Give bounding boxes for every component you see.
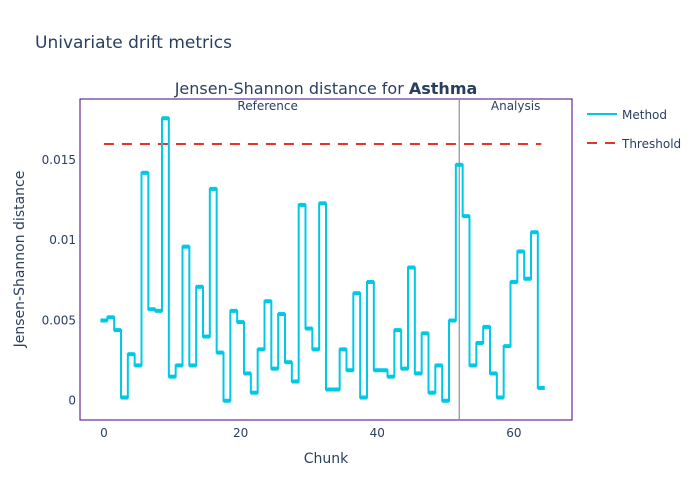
method-data-point[interactable] xyxy=(353,291,361,296)
legend: Method Threshold xyxy=(587,108,681,151)
y-tick-label: 0 xyxy=(68,394,76,408)
method-data-point[interactable] xyxy=(380,368,388,373)
method-data-point[interactable] xyxy=(524,276,532,281)
method-data-point[interactable] xyxy=(448,318,456,323)
method-data-point[interactable] xyxy=(189,363,197,368)
chart-title-prefix: Jensen-Shannon distance for xyxy=(174,79,409,98)
x-ticks: 0 20 40 60 xyxy=(100,426,521,440)
method-data-point[interactable] xyxy=(148,307,156,312)
y-tick-label: 0.015 xyxy=(42,153,76,167)
x-tick-label: 40 xyxy=(370,426,385,440)
method-data-point[interactable] xyxy=(407,265,415,270)
method-data-point[interactable] xyxy=(223,398,231,403)
figure-title: Univariate drift metrics xyxy=(35,33,232,53)
method-data-point[interactable] xyxy=(230,308,238,313)
method-data-point[interactable] xyxy=(298,202,306,207)
method-data-point[interactable] xyxy=(237,320,245,325)
y-tick-label: 0.005 xyxy=(42,313,76,327)
method-data-point[interactable] xyxy=(414,371,422,376)
reference-period-label: Reference xyxy=(237,99,297,113)
method-data-point[interactable] xyxy=(312,347,320,352)
method-data-point[interactable] xyxy=(278,312,286,317)
method-data-point[interactable] xyxy=(373,368,381,373)
method-data-point[interactable] xyxy=(428,390,436,395)
method-data-point[interactable] xyxy=(469,363,477,368)
method-data-point[interactable] xyxy=(250,390,258,395)
method-data-point[interactable] xyxy=(120,395,128,400)
method-data-point[interactable] xyxy=(209,186,217,191)
method-data-point[interactable] xyxy=(257,347,265,352)
legend-item-method[interactable]: Method xyxy=(587,108,667,122)
method-data-point[interactable] xyxy=(510,279,518,284)
method-data-point[interactable] xyxy=(216,350,224,355)
method-data-point[interactable] xyxy=(394,328,402,333)
method-data-point[interactable] xyxy=(401,366,409,371)
method-data-point[interactable] xyxy=(339,347,347,352)
x-tick-label: 20 xyxy=(233,426,248,440)
method-data-point[interactable] xyxy=(503,344,511,349)
method-data-point[interactable] xyxy=(161,116,169,121)
y-tick-label: 0.01 xyxy=(49,233,76,247)
method-data-point[interactable] xyxy=(332,387,340,392)
method-data-point[interactable] xyxy=(530,230,538,235)
method-data-point[interactable] xyxy=(100,318,108,323)
y-axis-label: Jensen-Shannon distance xyxy=(12,171,28,349)
method-data-point[interactable] xyxy=(134,363,142,368)
method-data-point[interactable] xyxy=(366,279,374,284)
x-tick-label: 0 xyxy=(100,426,108,440)
legend-label-threshold: Threshold xyxy=(621,137,681,151)
method-data-point[interactable] xyxy=(387,374,395,379)
method-data-point[interactable] xyxy=(455,162,463,167)
y-ticks: 0 0.005 0.01 0.015 xyxy=(42,153,76,408)
analysis-period-label: Analysis xyxy=(491,99,540,113)
method-data-point[interactable] xyxy=(496,395,504,400)
method-data-point[interactable] xyxy=(489,371,497,376)
method-data-point[interactable] xyxy=(346,368,354,373)
method-data-point[interactable] xyxy=(537,385,545,390)
x-axis-label: Chunk xyxy=(304,451,349,467)
method-data-point[interactable] xyxy=(319,201,327,206)
x-tick-label: 60 xyxy=(506,426,521,440)
method-data-point[interactable] xyxy=(291,379,299,384)
method-data-point[interactable] xyxy=(264,299,272,304)
method-data-point[interactable] xyxy=(517,249,525,254)
method-data-point[interactable] xyxy=(421,331,429,336)
method-data-point[interactable] xyxy=(483,324,491,329)
method-data-point[interactable] xyxy=(325,387,333,392)
plot-frame xyxy=(79,98,573,421)
method-data-point[interactable] xyxy=(305,326,313,331)
method-data-point[interactable] xyxy=(127,352,135,357)
method-data-point[interactable] xyxy=(202,334,210,339)
method-data-point[interactable] xyxy=(114,328,122,333)
method-data-point[interactable] xyxy=(141,170,149,175)
method-data-point[interactable] xyxy=(442,398,450,403)
method-data-point[interactable] xyxy=(168,374,176,379)
method-data-point[interactable] xyxy=(175,363,183,368)
method-data-point[interactable] xyxy=(182,244,190,249)
legend-item-threshold[interactable]: Threshold xyxy=(587,137,681,151)
method-series-line xyxy=(103,117,542,402)
method-data-point[interactable] xyxy=(271,366,279,371)
method-data-point[interactable] xyxy=(155,308,163,313)
chart-title-feature: Asthma xyxy=(409,79,477,98)
chart-title: Jensen-Shannon distance for Asthma xyxy=(174,79,478,98)
method-data-point[interactable] xyxy=(284,360,292,365)
method-data-point[interactable] xyxy=(462,214,470,219)
method-data-point[interactable] xyxy=(243,371,251,376)
legend-label-method: Method xyxy=(622,108,667,122)
method-data-point[interactable] xyxy=(435,363,443,368)
method-data-point[interactable] xyxy=(360,395,368,400)
method-data-point[interactable] xyxy=(476,340,484,345)
method-series-points xyxy=(100,116,545,403)
method-data-point[interactable] xyxy=(196,284,204,289)
method-data-point[interactable] xyxy=(107,315,115,320)
